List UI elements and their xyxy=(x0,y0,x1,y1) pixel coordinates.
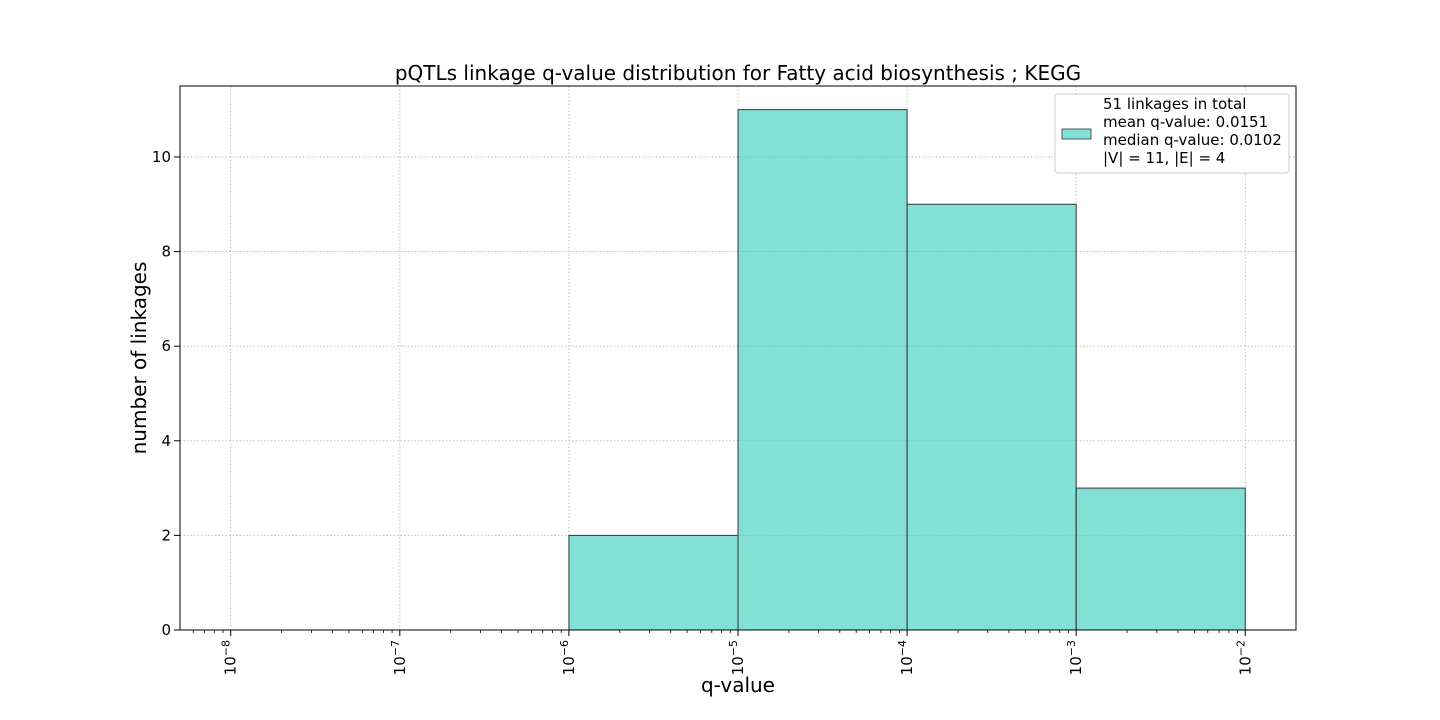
legend-line: median q-value: 0.0102 xyxy=(1103,131,1282,149)
x-axis-ticks: 10−8 10−7 10−6 10−5 10−4 10−3 10−2 xyxy=(192,630,1254,675)
x-tick-label: 10−6 xyxy=(558,640,578,675)
legend-line: 51 linkages in total xyxy=(1103,95,1246,113)
chart-title: pQTLs linkage q-value distribution for F… xyxy=(395,61,1081,85)
y-tick-label: 10 xyxy=(152,148,171,166)
histogram-bar-4 xyxy=(1075,487,1246,631)
y-tick-label: 6 xyxy=(161,337,171,355)
x-axis-label: q-value xyxy=(701,673,775,697)
x-tick-label: 10−8 xyxy=(220,640,240,675)
x-tick-label: 10−5 xyxy=(727,640,747,675)
y-axis-ticks: 0 2 4 6 8 10 xyxy=(152,148,180,639)
x-tick-label: 10−4 xyxy=(896,640,916,675)
y-tick-label: 4 xyxy=(161,432,171,450)
y-tick-label: 8 xyxy=(161,243,171,261)
y-tick-label: 0 xyxy=(161,621,171,639)
y-tick-label: 2 xyxy=(161,526,171,544)
legend-line: |V| = 11, |E| = 4 xyxy=(1103,149,1225,167)
x-tick-label: 10−2 xyxy=(1234,640,1254,675)
legend-box xyxy=(1054,93,1290,174)
histogram-bars xyxy=(568,109,1246,631)
histogram-bar-3 xyxy=(906,203,1077,631)
legend-line: mean q-value: 0.0151 xyxy=(1103,113,1268,131)
histogram-bar-1 xyxy=(568,534,739,631)
legend-swatch xyxy=(1061,128,1092,140)
y-axis-label: number of linkages xyxy=(127,262,151,455)
x-tick-label: 10−7 xyxy=(389,640,409,675)
histogram-bar-2 xyxy=(737,109,908,631)
x-tick-label: 10−3 xyxy=(1065,640,1085,675)
